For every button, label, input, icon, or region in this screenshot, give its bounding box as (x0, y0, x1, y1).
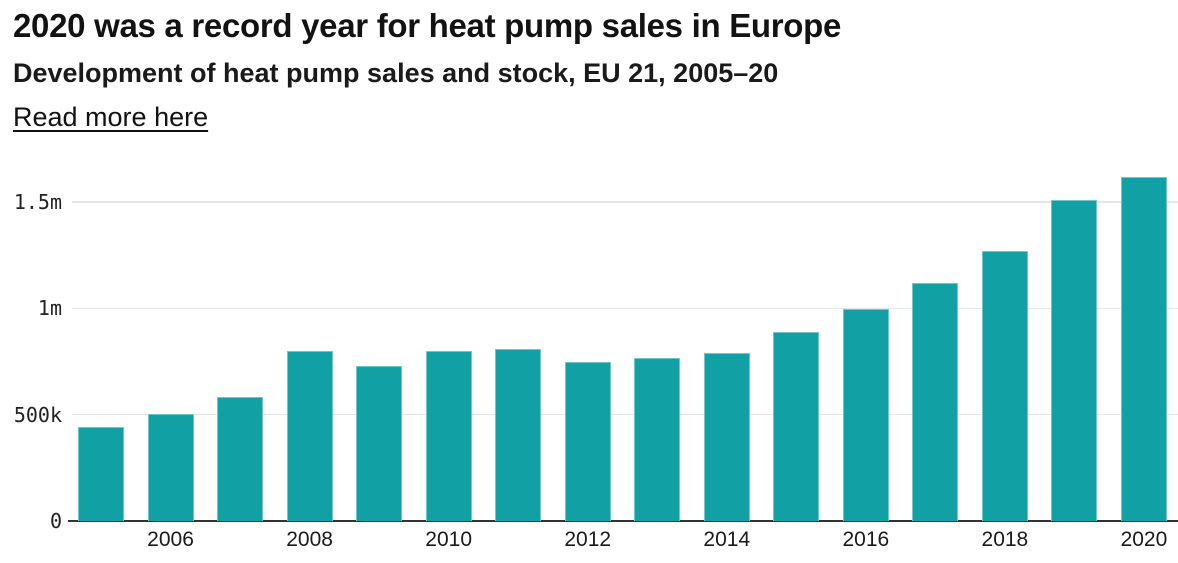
x-tick-label: 2020 (1120, 528, 1168, 551)
bar[interactable] (217, 397, 264, 521)
bar[interactable] (356, 366, 403, 521)
bar-chart: 0 500k 1m 1.5m 2006 2008 2010 2012 2014 2016 2018 2… (0, 170, 1178, 563)
bar[interactable] (842, 308, 889, 521)
x-tick-label: 2010 (425, 528, 472, 551)
y-gridline (72, 201, 1178, 203)
y-tick-label: 0 (49, 509, 62, 533)
bar[interactable] (773, 331, 820, 521)
y-tick-label: 1m (37, 296, 62, 321)
x-tick-label: 2014 (703, 528, 751, 551)
x-axis-line (68, 520, 1178, 522)
bar[interactable] (703, 353, 750, 521)
x-tick-label: 2012 (564, 528, 612, 551)
bar[interactable] (1120, 176, 1167, 521)
read-more-link[interactable]: Read more here (13, 102, 209, 132)
bar[interactable] (912, 282, 959, 521)
y-gridline (72, 307, 1178, 310)
chart-subtitle: Development of heat pump sales and stock… (13, 58, 779, 88)
bar[interactable] (1051, 199, 1098, 521)
y-tick-label: 1.5m (13, 190, 62, 215)
x-tick-label: 2018 (981, 528, 1029, 551)
x-tick-label: 2016 (842, 528, 890, 551)
x-tick-label: 2006 (147, 528, 194, 551)
bar[interactable] (564, 361, 611, 521)
bar[interactable] (286, 350, 333, 521)
bar[interactable] (78, 426, 124, 521)
y-gridline (72, 413, 1178, 416)
y-tick-label: 500k (13, 402, 62, 427)
bar[interactable] (634, 357, 681, 521)
bar[interactable] (981, 250, 1028, 521)
bar[interactable] (495, 349, 542, 521)
bar[interactable] (147, 413, 194, 521)
chart-title: 2020 was a record year for heat pump sal… (13, 7, 842, 44)
x-tick-label: 2008 (286, 528, 333, 551)
bar[interactable] (425, 351, 472, 521)
